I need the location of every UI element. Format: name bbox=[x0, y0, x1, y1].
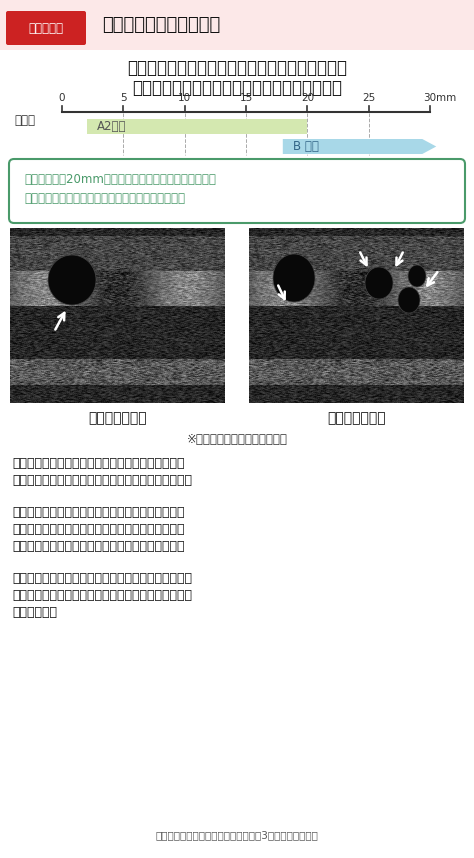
Text: のう胞は「中に液体がたまった袋状のもの」で、: のう胞は「中に液体がたまった袋状のもの」で、 bbox=[127, 59, 347, 77]
Text: のう胞（単数）: のう胞（単数） bbox=[88, 411, 147, 425]
Ellipse shape bbox=[273, 254, 315, 302]
Text: 大きさ: 大きさ bbox=[14, 114, 35, 127]
Text: 健康な方にも見つかることの多い良性のものです。: 健康な方にも見つかることの多い良性のものです。 bbox=[12, 474, 192, 486]
Text: 良性ですが、20mmを超えるとのどが圧迫されるような
感じが出るので、中の液体を抜くことがあります。: 良性ですが、20mmを超えるとのどが圧迫されるような 感じが出るので、中の液体を… bbox=[24, 173, 216, 205]
Text: 30: 30 bbox=[423, 93, 437, 103]
Text: A2判定: A2判定 bbox=[97, 120, 126, 133]
Text: ・のう胞は「中に液体がたまった袋状のもの」で、: ・のう胞は「中に液体がたまった袋状のもの」で、 bbox=[12, 457, 184, 470]
Text: ています。: ています。 bbox=[12, 606, 57, 619]
Bar bbox=[0, 0, 474, 50]
Text: 福島県「県民健康調査」報告書（令和3年度版）より作成: 福島県「県民健康調査」報告書（令和3年度版）より作成 bbox=[155, 830, 319, 840]
Ellipse shape bbox=[365, 267, 393, 299]
Text: わり、多くの方が複数ののう胞を持っています。: わり、多くの方が複数ののう胞を持っています。 bbox=[12, 540, 184, 553]
Text: 0: 0 bbox=[59, 93, 65, 103]
Text: 小学生や中高生には多く見られることが分かってき: 小学生や中高生には多く見られることが分かってき bbox=[12, 589, 192, 602]
FancyBboxPatch shape bbox=[6, 11, 86, 45]
FancyArrow shape bbox=[283, 139, 436, 154]
Ellipse shape bbox=[408, 265, 426, 287]
Text: 健康な方にも見つかることの多い良性のもの: 健康な方にも見つかることの多い良性のもの bbox=[132, 79, 342, 97]
Text: 20: 20 bbox=[301, 93, 314, 103]
Ellipse shape bbox=[48, 255, 96, 305]
Bar bbox=[249, 228, 464, 403]
Text: 甲状腺検査: 甲状腺検査 bbox=[28, 21, 64, 34]
Text: ※矢印で示したところがのう胞: ※矢印で示したところがのう胞 bbox=[187, 433, 287, 446]
Text: 15: 15 bbox=[239, 93, 253, 103]
Ellipse shape bbox=[398, 287, 420, 313]
Text: B 判定: B 判定 bbox=[293, 140, 319, 153]
Text: 10: 10 bbox=[178, 93, 191, 103]
Text: ・これまでの検査から、のう胞は乳幼児期に少なく、: ・これまでの検査から、のう胞は乳幼児期に少なく、 bbox=[12, 572, 192, 585]
Text: のう胞（複数）: のう胞（複数） bbox=[327, 411, 386, 425]
Text: 甲状腺検査　のう胞とは: 甲状腺検査 のう胞とは bbox=[102, 16, 220, 34]
Text: なることはありません。数や大きさはしばしば変: なることはありません。数や大きさはしばしば変 bbox=[12, 523, 184, 536]
FancyBboxPatch shape bbox=[9, 159, 465, 223]
Text: ・のう胞の中は液体だけで細胞がないため、がんに: ・のう胞の中は液体だけで細胞がないため、がんに bbox=[12, 506, 184, 519]
Text: 25: 25 bbox=[362, 93, 375, 103]
Text: mm: mm bbox=[436, 93, 456, 103]
Text: 5: 5 bbox=[120, 93, 127, 103]
Bar bbox=[87, 119, 307, 134]
Bar bbox=[10, 228, 225, 403]
